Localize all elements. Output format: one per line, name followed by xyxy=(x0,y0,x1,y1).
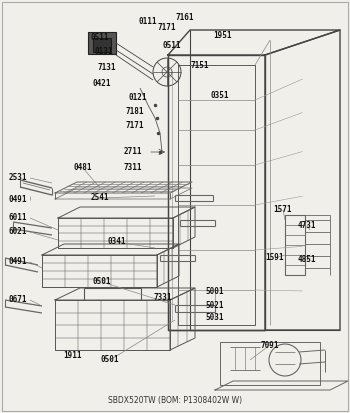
Bar xyxy=(88,32,116,54)
Text: 0491: 0491 xyxy=(9,257,27,266)
Text: 7171: 7171 xyxy=(158,24,176,33)
Text: 7161: 7161 xyxy=(176,14,194,22)
Text: 2541: 2541 xyxy=(91,194,109,202)
Text: 2531: 2531 xyxy=(9,173,27,183)
Text: 7181: 7181 xyxy=(126,107,144,116)
Text: 7151: 7151 xyxy=(191,60,209,69)
Text: 0351: 0351 xyxy=(211,90,229,100)
Text: 0511: 0511 xyxy=(91,33,109,43)
Text: 1591: 1591 xyxy=(266,254,284,263)
Text: 0671: 0671 xyxy=(9,295,27,304)
Text: 5031: 5031 xyxy=(206,313,224,323)
Text: 6011: 6011 xyxy=(9,214,27,223)
Text: 1911: 1911 xyxy=(63,351,81,359)
Text: 5021: 5021 xyxy=(206,301,224,309)
Text: 0111: 0111 xyxy=(139,17,157,26)
Text: 0421: 0421 xyxy=(93,79,111,88)
Text: 0121: 0121 xyxy=(129,93,147,102)
Text: 0481: 0481 xyxy=(74,164,92,173)
Text: 7171: 7171 xyxy=(126,121,144,130)
Text: 4851: 4851 xyxy=(298,256,316,264)
Text: 5001: 5001 xyxy=(206,287,224,297)
Text: 0501: 0501 xyxy=(101,356,119,365)
Text: 7131: 7131 xyxy=(98,64,116,73)
Bar xyxy=(220,342,320,385)
Text: 7091: 7091 xyxy=(261,340,279,349)
Text: 2711: 2711 xyxy=(124,147,142,157)
Text: 0341: 0341 xyxy=(108,237,126,247)
Bar xyxy=(285,215,305,275)
Text: 1951: 1951 xyxy=(213,31,231,40)
Text: 0491: 0491 xyxy=(9,195,27,204)
Text: 7311: 7311 xyxy=(124,162,142,171)
Text: 0511: 0511 xyxy=(163,40,181,50)
Text: 6021: 6021 xyxy=(9,228,27,237)
Text: 4731: 4731 xyxy=(298,221,316,230)
Text: 7331: 7331 xyxy=(154,294,172,302)
Text: 0131: 0131 xyxy=(95,47,113,57)
Bar xyxy=(93,38,111,52)
Text: 0501: 0501 xyxy=(93,278,111,287)
Text: SBDX520TW (BOM: P1308402W W): SBDX520TW (BOM: P1308402W W) xyxy=(108,396,242,404)
Text: 1571: 1571 xyxy=(274,206,292,214)
